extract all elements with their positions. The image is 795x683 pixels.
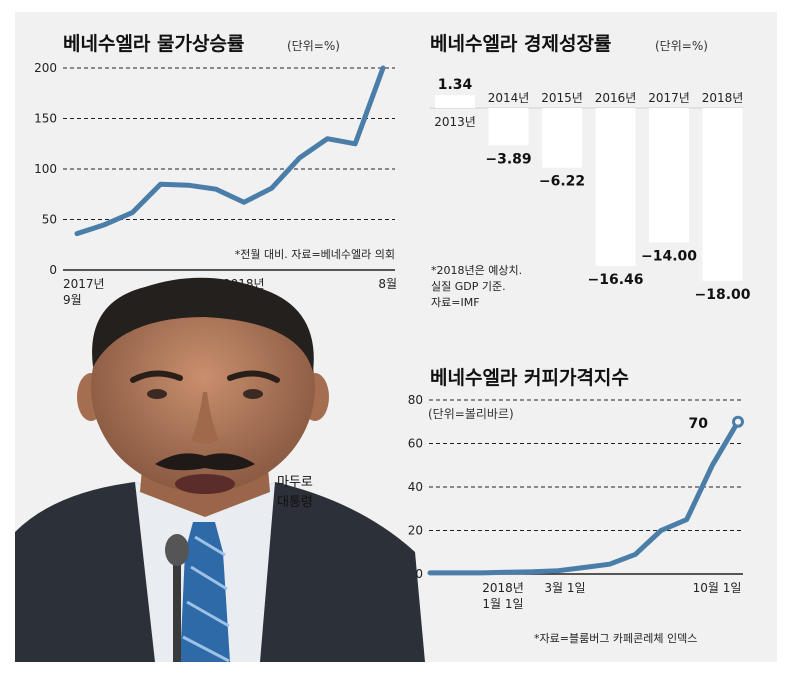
gdp-bar <box>435 95 475 108</box>
inflation-y-tick: 150 <box>34 112 57 126</box>
maduro-photo: 마두로 대통령 <box>15 277 425 663</box>
coffee-y-tick: 40 <box>408 480 423 494</box>
inflation-y-tick: 0 <box>49 263 57 277</box>
gdp-title: 베네수엘라 경제성장률 <box>430 33 611 55</box>
coffee-x-tick: 1월 1일 <box>482 597 523 611</box>
inflation-title: 베네수엘라 물가상승률 <box>63 33 244 55</box>
gdp-category-label: 2016년 <box>595 91 637 105</box>
gdp-value-label: −18.00 <box>694 287 750 303</box>
coffee-y-tick: 60 <box>408 437 423 451</box>
inflation-source-note: *전월 대비. 자료=베네수엘라 의회 <box>235 248 395 261</box>
coffee-x-tick: 2018년 <box>482 581 524 595</box>
gdp-note-3: 자료=IMF <box>431 296 480 309</box>
inflation-y-tick: 100 <box>34 162 57 176</box>
inflation-line <box>74 65 386 237</box>
gdp-category-label: 2017년 <box>648 91 690 105</box>
coffee-line <box>427 419 741 576</box>
coffee-y-tick: 20 <box>408 524 423 538</box>
gdp-bar <box>488 108 529 146</box>
gdp-note-1: *2018년은 예상치. <box>431 264 522 277</box>
coffee-y-tick: 0 <box>415 567 423 581</box>
inflation-y-tick: 50 <box>42 213 57 227</box>
coffee-unit: (단위=볼리바르) <box>428 407 514 421</box>
gdp-bar <box>595 108 636 267</box>
coffee-chart: 베네수엘라 커피가격지수 (단위=볼리바르) 0 20 40 60 80 2018년 1월… <box>408 367 744 645</box>
gdp-note-2: 실질 GDP 기준. <box>431 280 506 293</box>
gdp-category-label: 2013년 <box>434 115 476 129</box>
coffee-x-tick: 10월 1일 <box>693 581 742 595</box>
coffee-end-point <box>732 415 744 428</box>
coffee-source-note: *자료=블룸버그 카페콘레체 인덱스 <box>534 632 697 645</box>
photo-caption-line-2: 대통령 <box>277 495 313 510</box>
inflation-y-tick: 200 <box>34 61 57 75</box>
gdp-bar <box>542 108 582 168</box>
inflation-x-tick: 2017년 <box>63 277 105 291</box>
coffee-y-tick: 80 <box>408 393 423 407</box>
gdp-unit: (단위=%) <box>655 39 708 53</box>
gdp-bar <box>702 108 743 281</box>
coffee-end-label: 70 <box>689 416 709 432</box>
gdp-category-label: 2018년 <box>702 91 744 105</box>
gdp-value-label: −16.46 <box>587 272 643 288</box>
gdp-chart: 베네수엘라 경제성장률 (단위=%) 2013년 1.34 2014년 −3.89 20… <box>430 33 751 309</box>
photo-caption-line-1: 마두로 <box>277 475 313 490</box>
inflation-unit: (단위=%) <box>287 39 340 53</box>
inflation-x-tick: 8월 <box>378 277 397 291</box>
gdp-value-label: −14.00 <box>641 248 697 264</box>
coffee-title: 베네수엘라 커피가격지수 <box>430 367 629 389</box>
inflation-x-tick: 9월 <box>63 293 82 307</box>
gdp-value-label: −6.22 <box>539 174 585 190</box>
gdp-category-label: 2015년 <box>541 91 583 105</box>
gdp-value-label: −3.89 <box>485 151 531 167</box>
gdp-bar <box>649 108 689 243</box>
gdp-category-label: 2014년 <box>488 91 530 105</box>
gdp-value-label: 1.34 <box>438 77 473 93</box>
coffee-x-tick: 3월 1일 <box>544 581 585 595</box>
